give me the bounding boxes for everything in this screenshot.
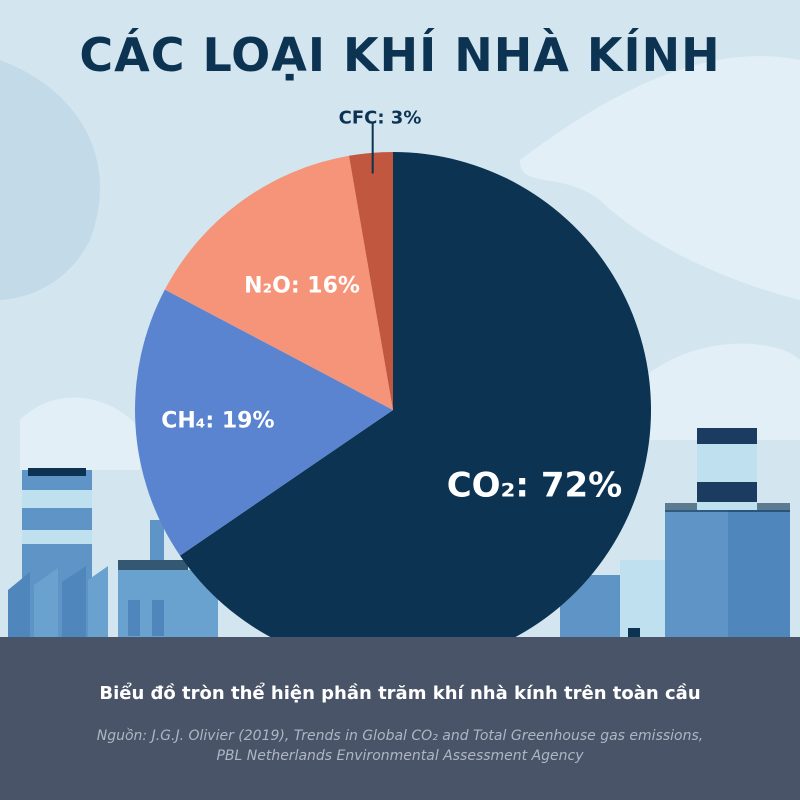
pie-slice-co2 (180, 152, 651, 668)
source-line-2: PBL Netherlands Environmental Assessment… (216, 748, 584, 764)
chart-title: CÁC LOẠI KHÍ NHÀ KÍNH (79, 28, 721, 82)
caption-band (0, 637, 800, 800)
pie-slice-n2o (164, 155, 393, 410)
slice-label-n2o: N₂O: 16% (244, 273, 360, 298)
slice-label-ch4: CH₄: 19% (161, 409, 274, 434)
slice-label-co2: CO₂: 72% (447, 466, 623, 506)
slice-label-cfc: CFC: 3% (339, 107, 422, 128)
pie-slice-ch4 (135, 289, 393, 556)
source-note: Nguồn: J.G.J. Olivier (2019), Trends in … (0, 726, 800, 766)
chart-caption: Biểu đồ tròn thể hiện phần trăm khí nhà … (99, 683, 701, 704)
source-line-1: Nguồn: J.G.J. Olivier (2019), Trends in … (96, 728, 704, 744)
pie-slice-cfc (349, 152, 393, 410)
